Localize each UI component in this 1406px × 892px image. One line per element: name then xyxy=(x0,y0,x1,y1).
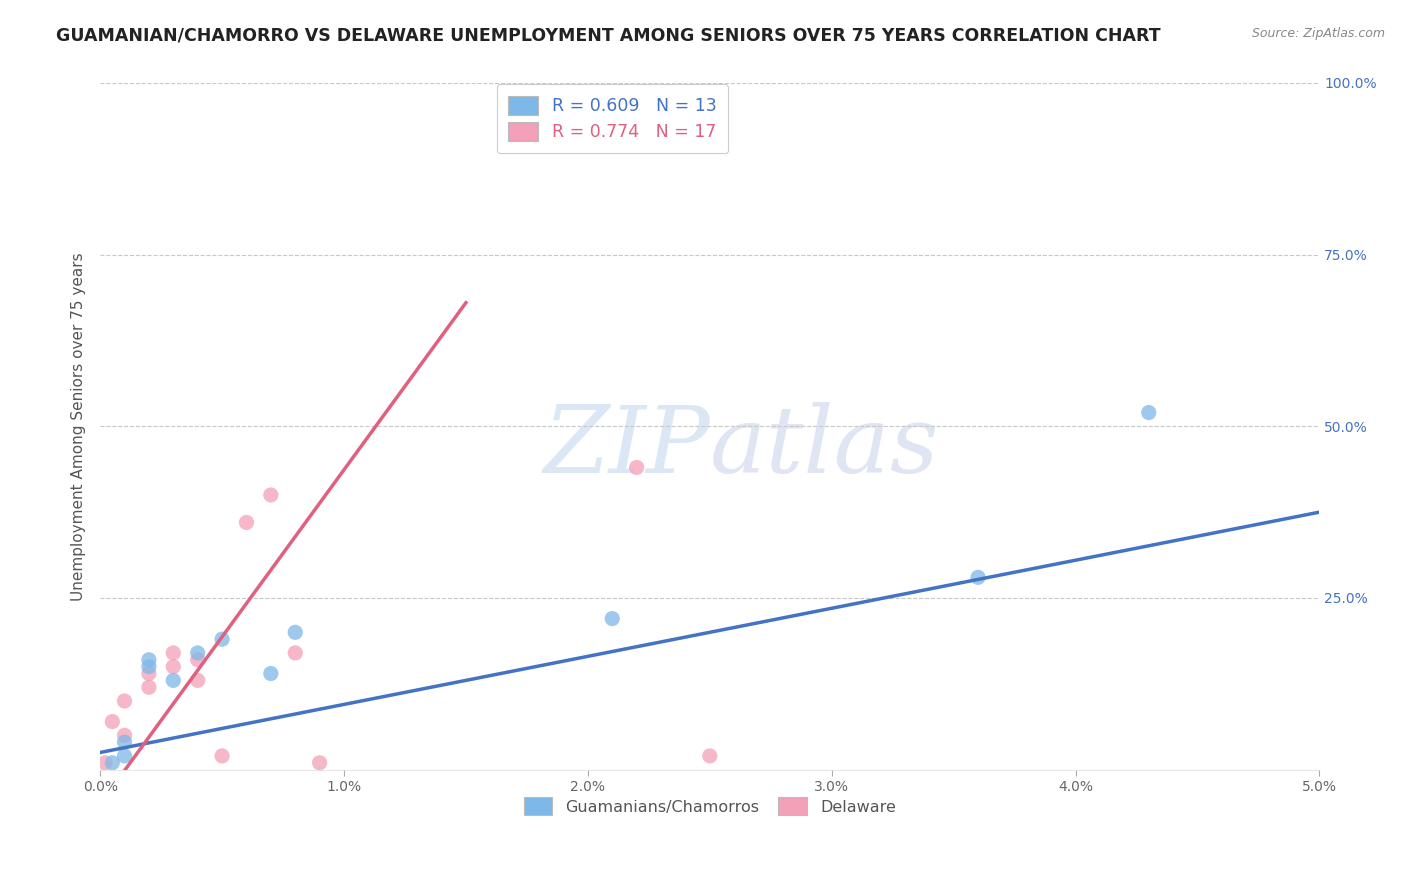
Point xyxy=(138,666,160,681)
Point xyxy=(114,694,136,708)
Point xyxy=(114,728,136,742)
Point xyxy=(187,673,209,688)
Point xyxy=(101,714,124,729)
Point xyxy=(260,666,283,681)
Point xyxy=(114,735,136,749)
Point xyxy=(138,659,160,673)
Point xyxy=(600,611,623,625)
Point xyxy=(967,570,990,584)
Point xyxy=(187,646,209,660)
Point xyxy=(1137,406,1160,420)
Point xyxy=(284,625,307,640)
Point xyxy=(162,659,184,673)
Text: atlas: atlas xyxy=(710,402,939,491)
Text: Source: ZipAtlas.com: Source: ZipAtlas.com xyxy=(1251,27,1385,40)
Text: ZIP: ZIP xyxy=(543,402,710,491)
Point xyxy=(187,653,209,667)
Point xyxy=(162,646,184,660)
Point xyxy=(211,632,233,647)
Point xyxy=(260,488,283,502)
Y-axis label: Unemployment Among Seniors over 75 years: Unemployment Among Seniors over 75 years xyxy=(72,252,86,600)
Point xyxy=(235,516,257,530)
Point xyxy=(626,460,648,475)
Point xyxy=(284,646,307,660)
Legend: Guamanians/Chamorros, Delaware: Guamanians/Chamorros, Delaware xyxy=(516,789,904,823)
Point xyxy=(308,756,330,770)
Point xyxy=(211,748,233,763)
Point xyxy=(101,756,124,770)
Point xyxy=(162,673,184,688)
Point xyxy=(699,748,721,763)
Point xyxy=(138,680,160,694)
Text: GUAMANIAN/CHAMORRO VS DELAWARE UNEMPLOYMENT AMONG SENIORS OVER 75 YEARS CORRELAT: GUAMANIAN/CHAMORRO VS DELAWARE UNEMPLOYM… xyxy=(56,27,1161,45)
Point xyxy=(94,756,117,770)
Point xyxy=(138,653,160,667)
Point xyxy=(114,748,136,763)
